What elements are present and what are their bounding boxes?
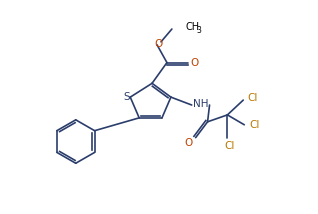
Text: Cl: Cl <box>249 120 259 130</box>
Text: 3: 3 <box>197 27 202 36</box>
Text: Cl: Cl <box>247 93 257 103</box>
Text: O: O <box>185 138 193 147</box>
Text: CH: CH <box>186 22 200 32</box>
Text: Cl: Cl <box>224 141 235 152</box>
Text: NH: NH <box>193 99 208 109</box>
Text: O: O <box>154 39 162 49</box>
Text: S: S <box>123 92 130 102</box>
Text: O: O <box>190 58 199 68</box>
